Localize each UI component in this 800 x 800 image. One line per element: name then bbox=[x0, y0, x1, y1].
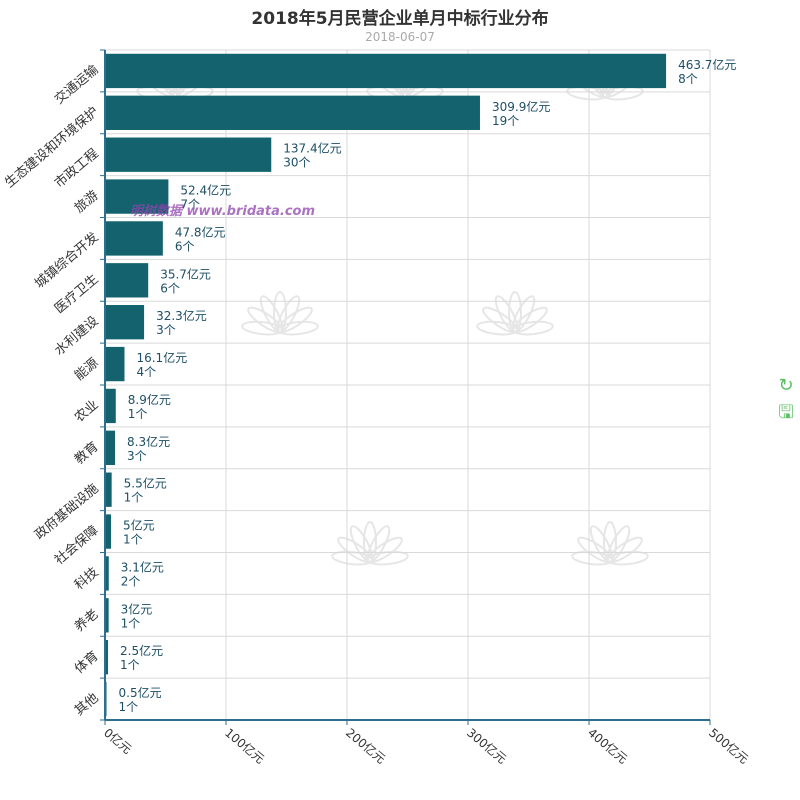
bar bbox=[105, 137, 272, 172]
category-label: 体育 bbox=[71, 648, 101, 677]
category-label: 旅游 bbox=[72, 188, 102, 216]
chart-subtitle: 2018-06-07 bbox=[365, 30, 435, 44]
bar bbox=[105, 472, 112, 507]
bar bbox=[105, 556, 109, 591]
bar-value-label: 8.3亿元 bbox=[127, 434, 170, 449]
bar-count-label: 6个 bbox=[175, 239, 195, 253]
bar-count-label: 3个 bbox=[156, 323, 176, 337]
category-label: 科技 bbox=[72, 565, 102, 593]
bar-value-label: 5亿元 bbox=[123, 518, 155, 533]
bar-count-label: 1个 bbox=[124, 491, 144, 505]
bar bbox=[105, 430, 116, 465]
bar-value-label: 3.1亿元 bbox=[121, 559, 164, 574]
category-label: 生态建设和环境保护 bbox=[2, 104, 101, 191]
category-label: 医疗卫生 bbox=[52, 272, 101, 317]
category-label: 社会保障 bbox=[51, 522, 101, 568]
bar bbox=[105, 53, 667, 89]
category-label: 教育 bbox=[71, 439, 101, 468]
bar bbox=[105, 598, 109, 633]
bar-count-label: 3个 bbox=[127, 449, 147, 463]
bar-count-label: 1个 bbox=[123, 533, 143, 547]
watermark-logo bbox=[241, 291, 319, 336]
bar bbox=[105, 640, 109, 675]
bar-count-label: 7个 bbox=[180, 198, 200, 212]
watermark-logo bbox=[476, 291, 554, 336]
category-label: 交通运输 bbox=[51, 62, 101, 108]
bar-value-label: 3亿元 bbox=[121, 601, 153, 616]
watermark-logo bbox=[331, 521, 409, 566]
bar-count-label: 2个 bbox=[121, 574, 141, 588]
bar-count-label: 1个 bbox=[121, 616, 141, 630]
bar-value-label: 35.7亿元 bbox=[160, 266, 211, 281]
bar-count-label: 4个 bbox=[136, 365, 156, 379]
bar-value-label: 47.8亿元 bbox=[175, 224, 226, 239]
bar-count-label: 19个 bbox=[492, 114, 519, 128]
bar bbox=[105, 179, 169, 214]
bar-value-label: 137.4亿元 bbox=[283, 141, 341, 156]
bar bbox=[105, 305, 145, 340]
category-label: 市政工程 bbox=[51, 145, 101, 191]
x-tick-label: 300亿元 bbox=[464, 725, 510, 767]
category-label: 其他 bbox=[72, 691, 102, 719]
bar-count-label: 30个 bbox=[283, 156, 310, 170]
category-label: 水利建设 bbox=[52, 314, 101, 359]
bar-value-label: 0.5亿元 bbox=[119, 685, 162, 700]
bar bbox=[105, 346, 125, 382]
bar-value-label: 52.4亿元 bbox=[180, 183, 231, 198]
bar-value-label: 2.5亿元 bbox=[120, 643, 163, 658]
x-tick-label: 500亿元 bbox=[706, 725, 752, 767]
x-tick-label: 200亿元 bbox=[343, 725, 389, 767]
bar-count-label: 6个 bbox=[160, 281, 180, 295]
bar-count-label: 1个 bbox=[128, 407, 148, 421]
refresh-icon[interactable]: ↻ bbox=[778, 375, 794, 396]
bar-value-label: 463.7亿元 bbox=[678, 57, 736, 72]
bar bbox=[105, 514, 112, 549]
bar bbox=[105, 388, 116, 424]
x-tick-label: 100亿元 bbox=[222, 725, 268, 767]
bar bbox=[105, 221, 163, 256]
bar-count-label: 8个 bbox=[678, 72, 698, 86]
bar-value-label: 16.1亿元 bbox=[136, 350, 187, 365]
bar-value-label: 309.9亿元 bbox=[492, 99, 550, 114]
save-icon[interactable]: 🖫 bbox=[778, 402, 794, 423]
category-label: 能源 bbox=[72, 356, 102, 384]
chart-title: 2018年5月民营企业单月中标行业分布 bbox=[251, 9, 549, 29]
bar-value-label: 8.9亿元 bbox=[128, 392, 171, 407]
x-tick-label: 400亿元 bbox=[585, 725, 631, 767]
category-label: 养老 bbox=[71, 606, 101, 635]
watermark-link: 明树数据 www.bridata.com bbox=[130, 204, 316, 219]
bar-count-label: 1个 bbox=[119, 700, 139, 714]
bar bbox=[105, 95, 480, 130]
bar-value-label: 5.5亿元 bbox=[124, 476, 167, 491]
category-label: 农业 bbox=[72, 398, 102, 426]
bar-count-label: 1个 bbox=[120, 658, 140, 672]
bar-value-label: 32.3亿元 bbox=[156, 308, 207, 323]
watermark-logo bbox=[571, 521, 649, 566]
x-tick-label: 0亿元 bbox=[101, 725, 135, 757]
bar bbox=[105, 263, 149, 298]
